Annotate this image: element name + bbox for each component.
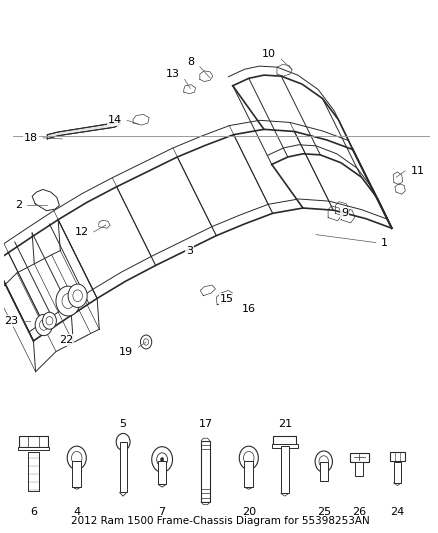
Circle shape — [116, 433, 130, 450]
Bar — [120, 442, 127, 492]
Bar — [19, 435, 48, 447]
Text: 14: 14 — [108, 115, 122, 125]
Text: 4: 4 — [73, 507, 80, 518]
Bar — [158, 461, 166, 484]
Text: 1: 1 — [381, 238, 388, 247]
Bar — [244, 461, 253, 487]
Text: 18: 18 — [24, 133, 38, 143]
Text: 8: 8 — [187, 56, 194, 67]
Circle shape — [42, 312, 57, 329]
Bar — [28, 451, 39, 491]
Text: 16: 16 — [241, 304, 255, 314]
Text: 22: 22 — [59, 335, 73, 345]
Bar — [355, 462, 363, 477]
Text: 6: 6 — [30, 507, 37, 518]
Text: 11: 11 — [410, 166, 424, 176]
Circle shape — [46, 317, 53, 325]
Text: 15: 15 — [220, 294, 234, 304]
Bar — [273, 435, 296, 445]
Text: 26: 26 — [352, 507, 366, 518]
Text: 5: 5 — [120, 418, 127, 429]
Text: 13: 13 — [166, 69, 180, 79]
Text: 2: 2 — [15, 200, 22, 211]
Circle shape — [39, 320, 48, 330]
Bar — [201, 441, 210, 502]
Bar — [72, 461, 81, 487]
Text: 21: 21 — [278, 418, 292, 429]
Text: 12: 12 — [74, 227, 88, 237]
Circle shape — [157, 453, 168, 466]
Circle shape — [141, 335, 152, 349]
Text: 17: 17 — [198, 418, 212, 429]
Circle shape — [35, 314, 53, 336]
Bar — [281, 446, 289, 494]
Text: 20: 20 — [242, 507, 256, 518]
Circle shape — [71, 451, 82, 464]
Circle shape — [239, 446, 258, 470]
Polygon shape — [47, 120, 120, 139]
Text: 19: 19 — [119, 348, 133, 357]
Bar — [350, 453, 369, 462]
Circle shape — [152, 447, 173, 472]
Text: 10: 10 — [262, 49, 276, 59]
Text: 23: 23 — [4, 316, 18, 326]
Bar — [390, 452, 405, 461]
Bar — [393, 462, 401, 483]
Text: 25: 25 — [317, 507, 331, 518]
Text: 24: 24 — [390, 507, 405, 518]
Circle shape — [56, 286, 80, 316]
Circle shape — [68, 284, 87, 308]
Circle shape — [144, 339, 148, 345]
Text: 2012 Ram 1500 Frame-Chassis Diagram for 55398253AN: 2012 Ram 1500 Frame-Chassis Diagram for … — [71, 516, 370, 526]
Bar — [272, 444, 298, 448]
Text: 9: 9 — [341, 208, 348, 219]
Circle shape — [73, 290, 82, 302]
Text: 7: 7 — [159, 507, 166, 518]
Circle shape — [62, 294, 74, 309]
Circle shape — [319, 456, 328, 467]
Bar — [18, 447, 49, 450]
Bar — [320, 462, 328, 481]
Circle shape — [67, 446, 86, 470]
Circle shape — [244, 451, 254, 464]
Circle shape — [315, 451, 332, 472]
Text: 3: 3 — [186, 246, 193, 255]
Circle shape — [161, 457, 164, 462]
